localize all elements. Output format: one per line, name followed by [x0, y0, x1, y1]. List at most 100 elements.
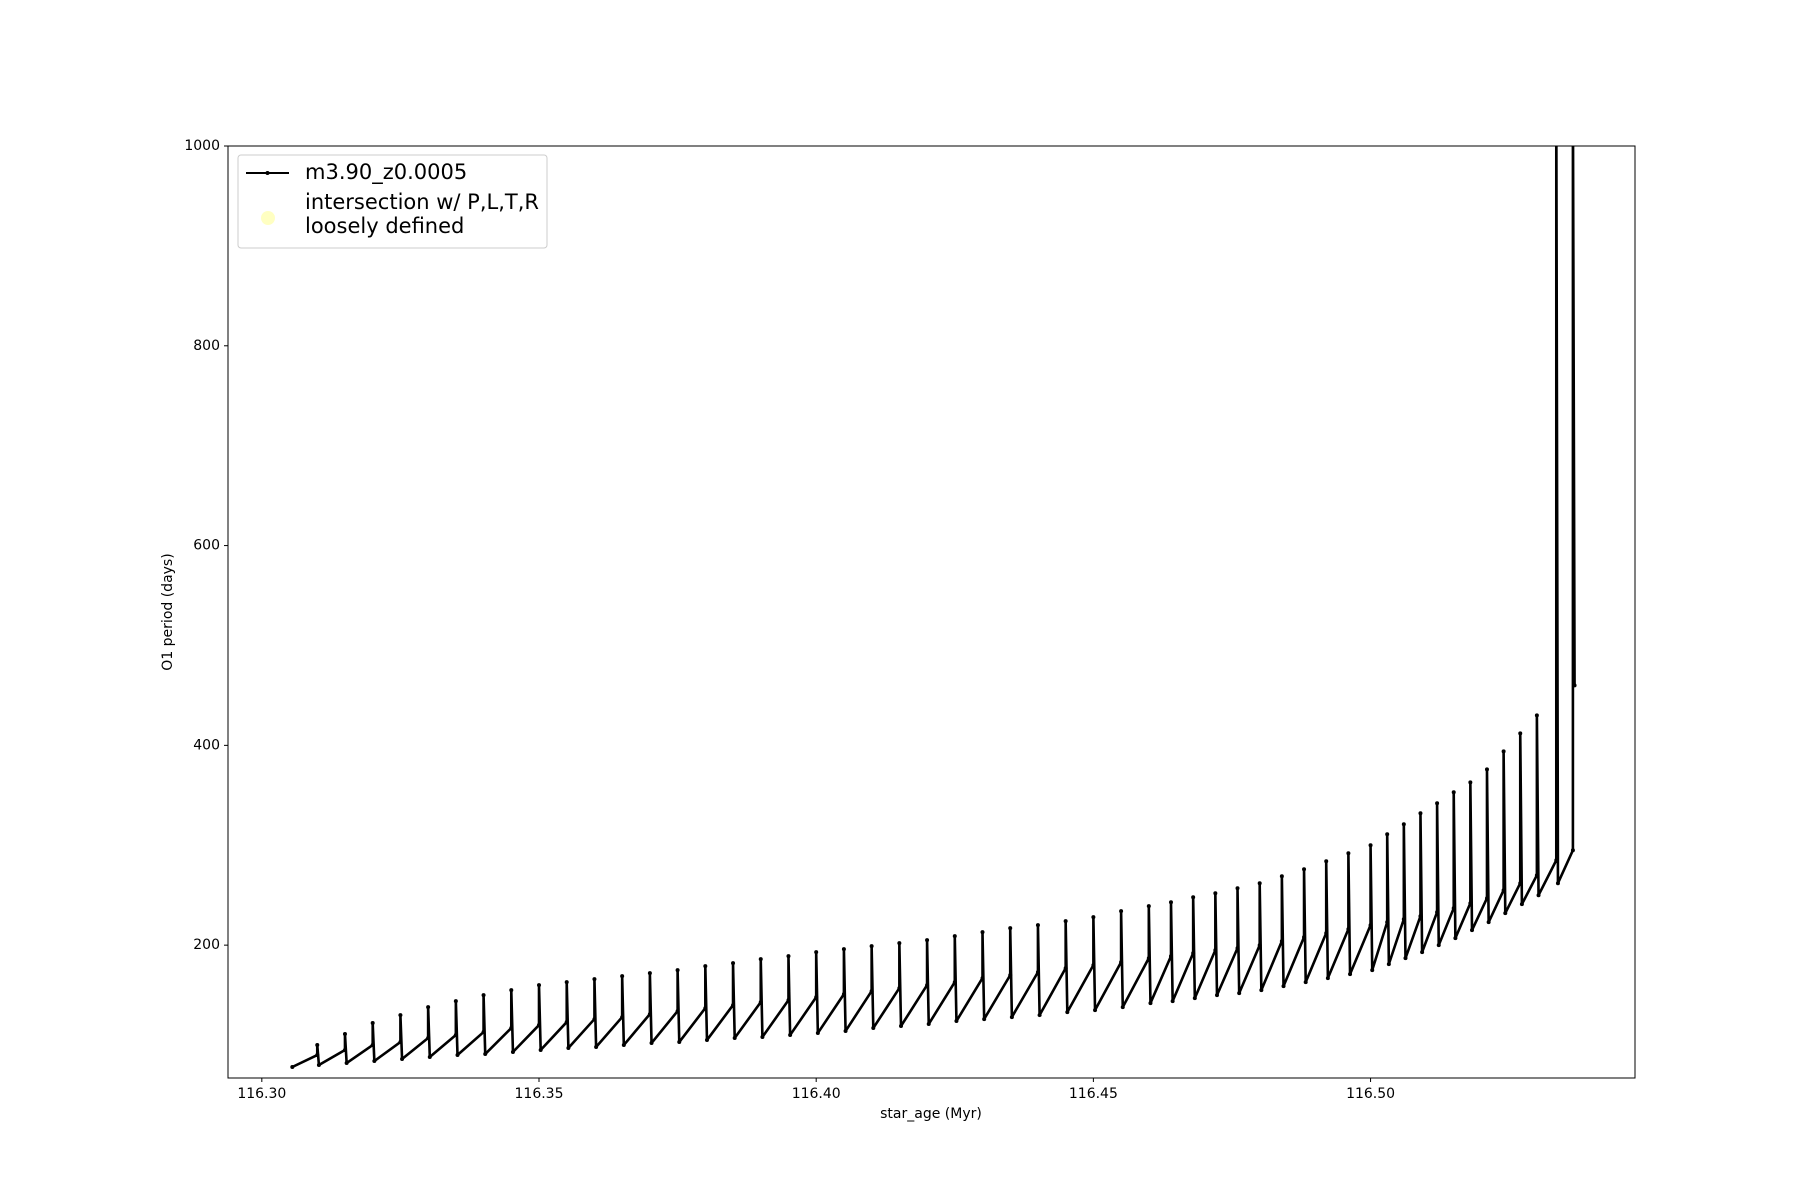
- data-point: [621, 1043, 626, 1048]
- data-point: [1370, 968, 1375, 973]
- data-point: [1501, 749, 1506, 754]
- data-point: [1035, 923, 1040, 928]
- data-point: [1385, 920, 1390, 925]
- data-point: [1534, 873, 1539, 878]
- data-point: [1324, 931, 1329, 936]
- data-point: [1436, 943, 1441, 948]
- data-point: [1119, 909, 1124, 914]
- data-point: [1091, 915, 1096, 920]
- data-point: [1385, 832, 1390, 837]
- data-point: [455, 1053, 460, 1058]
- data-point: [427, 1055, 432, 1060]
- data-point: [316, 1063, 321, 1068]
- data-point: [370, 1043, 375, 1048]
- data-point: [1346, 927, 1351, 932]
- data-point: [1401, 917, 1406, 922]
- data-point: [786, 954, 791, 959]
- data-point: [1518, 881, 1523, 886]
- data-point: [703, 1006, 708, 1011]
- data-point: [483, 1052, 488, 1057]
- data-point: [1008, 973, 1013, 978]
- data-point: [841, 947, 846, 952]
- data-point: [899, 1024, 904, 1029]
- data-point: [315, 1043, 320, 1048]
- data-point: [1418, 914, 1423, 919]
- data-point: [732, 1036, 737, 1041]
- data-point: [1484, 767, 1489, 772]
- data-point: [453, 999, 458, 1004]
- x-axis-label: star_age (Myr): [880, 1106, 982, 1122]
- data-point: [426, 1036, 431, 1041]
- data-point: [843, 1029, 848, 1034]
- data-point: [786, 998, 791, 1003]
- data-point: [758, 1000, 763, 1005]
- data-point: [897, 986, 902, 991]
- data-point: [564, 1020, 569, 1025]
- data-point: [952, 934, 957, 939]
- data-point: [677, 1040, 682, 1045]
- data-point: [1281, 984, 1286, 989]
- data-point: [1554, 94, 1558, 98]
- data-point: [1257, 881, 1262, 886]
- data-point: [980, 930, 985, 935]
- data-point: [1325, 976, 1330, 981]
- data-point: [1468, 901, 1473, 906]
- plot-area: [290, 94, 1577, 1070]
- data-point: [592, 977, 597, 982]
- data-point: [564, 980, 569, 985]
- data-point: [1191, 895, 1196, 900]
- data-point: [1168, 954, 1173, 959]
- data-point: [1571, 94, 1575, 98]
- data-point: [1259, 988, 1264, 993]
- data-point: [675, 1009, 680, 1014]
- data-point: [1008, 926, 1013, 931]
- data-point: [758, 957, 763, 962]
- y-tick-label: 400: [193, 737, 220, 753]
- data-point: [1435, 801, 1440, 806]
- legend-marker: [265, 171, 270, 175]
- data-point: [1192, 996, 1197, 1001]
- data-point: [1554, 858, 1559, 863]
- data-point: [1120, 1005, 1125, 1010]
- data-point: [1503, 911, 1508, 916]
- data-point: [1237, 991, 1242, 996]
- data-point: [509, 1026, 514, 1031]
- data-point: [342, 1048, 347, 1053]
- data-point: [731, 961, 736, 966]
- data-point: [1168, 900, 1173, 905]
- data-point: [620, 974, 625, 979]
- y-tick-label: 800: [193, 338, 220, 354]
- data-point: [1534, 713, 1539, 718]
- data-point: [1302, 935, 1307, 940]
- data-point: [1468, 780, 1473, 785]
- data-point: [398, 1040, 403, 1045]
- data-point: [926, 1022, 931, 1027]
- data-point: [481, 1030, 486, 1035]
- data-point: [1346, 851, 1351, 856]
- data-point: [592, 1017, 597, 1022]
- x-tick-label: 116.50: [1346, 1086, 1395, 1102]
- data-point: [1451, 906, 1456, 911]
- data-point: [1093, 1008, 1098, 1013]
- y-tick-label: 200: [193, 937, 220, 953]
- data-point: [1324, 859, 1329, 864]
- data-point: [1348, 972, 1353, 977]
- data-point: [1368, 843, 1373, 848]
- data-point: [703, 964, 708, 969]
- data-point: [1148, 1001, 1153, 1006]
- data-point: [1170, 999, 1175, 1004]
- data-point: [647, 971, 652, 976]
- data-point: [398, 1013, 403, 1018]
- data-point: [649, 1041, 654, 1046]
- data-point: [1279, 874, 1284, 879]
- data-point: [897, 941, 902, 946]
- data-point: [1191, 951, 1196, 956]
- data-point: [1453, 936, 1458, 941]
- data-point: [1572, 683, 1577, 688]
- data-point: [1063, 966, 1068, 971]
- data-point: [538, 1048, 543, 1053]
- x-tick-label: 116.35: [515, 1086, 564, 1102]
- data-point: [1484, 896, 1489, 901]
- data-point: [704, 1038, 709, 1043]
